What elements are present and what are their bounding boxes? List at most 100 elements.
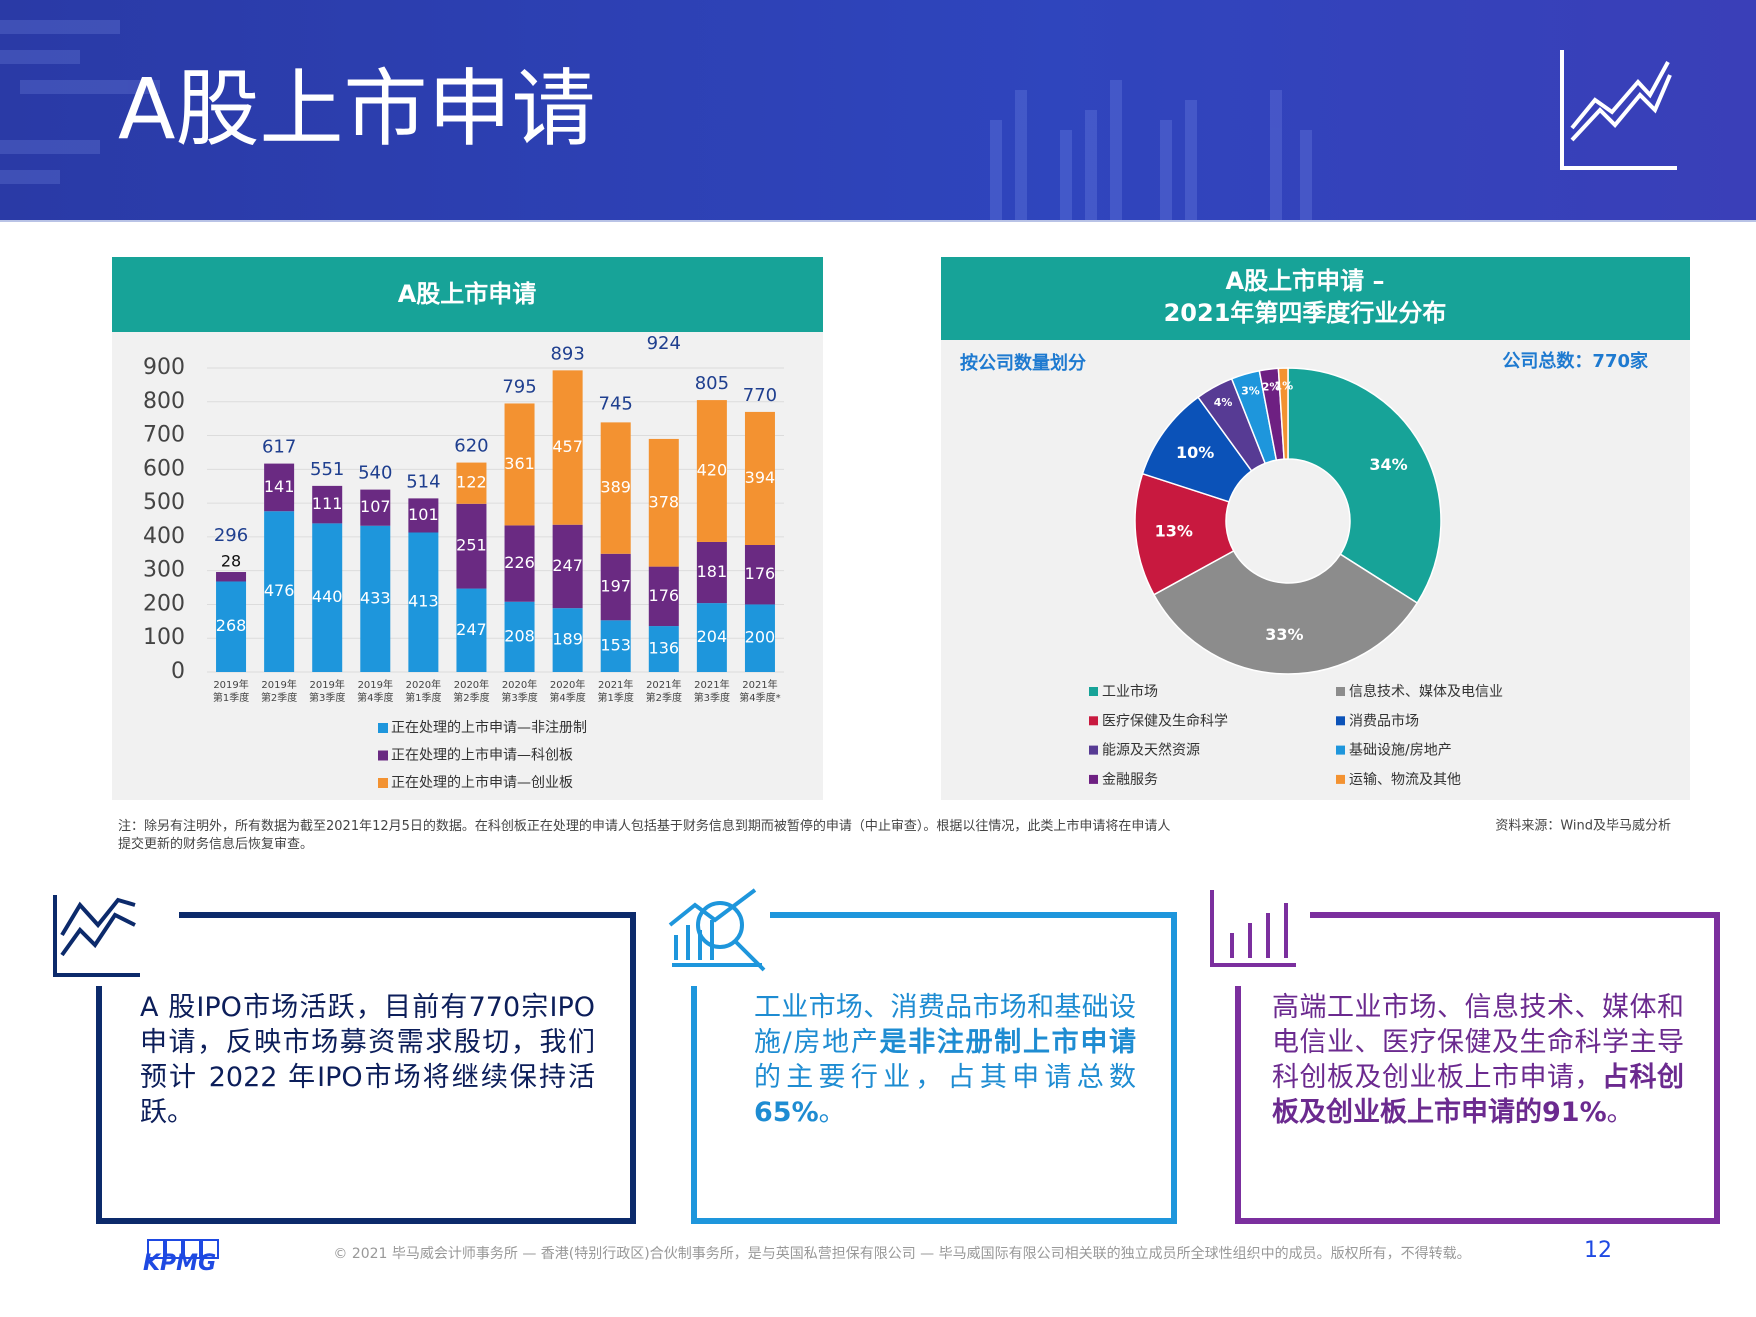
- text-run: 。: [1606, 1097, 1634, 1128]
- x-tick-label: 第4季度: [357, 691, 393, 704]
- data-label: 268: [216, 616, 247, 635]
- total-label: 617: [262, 437, 296, 458]
- legend-swatch: [1089, 774, 1098, 784]
- x-tick-label: 2020年: [454, 678, 489, 691]
- kpmg-logo: [147, 1239, 219, 1259]
- bar-segment: [552, 370, 583, 525]
- x-tick-label: 第2季度: [453, 691, 489, 704]
- x-tick-label: 2021年: [646, 678, 681, 691]
- source: 资料来源：Wind及毕马威分析: [1495, 819, 1671, 834]
- total-label: 770: [743, 385, 777, 406]
- data-label: 378: [649, 492, 680, 511]
- data-label: 136: [649, 639, 680, 658]
- legend-label: 医疗保健及生命科学: [1102, 712, 1228, 729]
- bar-segment: [696, 603, 727, 672]
- legend-swatch: [1089, 687, 1098, 696]
- data-label: 457: [552, 437, 583, 456]
- bar-segment: [552, 524, 583, 609]
- x-tick-label: 2020年: [406, 678, 441, 691]
- bar-segment: [744, 411, 775, 545]
- x-tick-label: 2021年: [598, 678, 633, 691]
- y-tick-label: 500: [143, 490, 185, 515]
- x-tick-label: 2020年: [502, 678, 537, 691]
- x-tick-label: 第2季度: [261, 691, 297, 704]
- legend-swatch: [1089, 716, 1098, 726]
- legend-label: 正在处理的上市申请—非注册制: [391, 719, 587, 736]
- total-label: 551: [310, 459, 344, 480]
- y-tick-label: 900: [143, 355, 185, 380]
- data-label: 197: [600, 577, 631, 596]
- data-label: 176: [745, 564, 776, 583]
- text-run: 占科创板及创业板上市申请的91%: [1272, 1062, 1684, 1128]
- total-label: 620: [454, 436, 488, 457]
- bar-segment: [600, 553, 631, 621]
- data-label: 101: [408, 505, 439, 524]
- data-label: 122: [456, 473, 487, 492]
- data-label: 389: [600, 478, 631, 497]
- bar-segment: [408, 498, 439, 533]
- legend-swatch: [378, 723, 388, 733]
- legend-swatch: [1336, 745, 1345, 755]
- page-title: A股上市申请: [118, 60, 595, 158]
- data-label: 361: [504, 454, 535, 473]
- bar-segment: [648, 438, 679, 567]
- data-label: 141: [264, 477, 295, 496]
- text-run: 是非注册制上市申请: [879, 1027, 1137, 1058]
- header-decor: [0, 20, 1312, 220]
- data-label: 413: [408, 592, 439, 611]
- text-run: 。: [818, 1097, 846, 1128]
- legend-swatch: [1336, 687, 1345, 696]
- bar-segment: [696, 541, 727, 604]
- bar-segment: [696, 400, 727, 542]
- legend-swatch: [1336, 774, 1345, 784]
- chart-header: [941, 257, 1690, 340]
- box-icon: [1210, 890, 1296, 967]
- text-run: 工业市场、消费品市场和基础设施/房地产: [754, 992, 1136, 1058]
- box-frame: [1235, 912, 1720, 1224]
- total-label: 924: [647, 333, 681, 354]
- data-label: 4%: [1214, 396, 1233, 409]
- y-tick-label: 0: [171, 659, 185, 684]
- legend-label: 能源及天然资源: [1102, 742, 1200, 759]
- data-label: 2%: [1262, 380, 1281, 393]
- total-label: 805: [695, 373, 729, 394]
- box-text: A 股IPO市场活跃，目前有770宗IPO申请，反映市场募资需求殷切，我们预计 …: [140, 990, 595, 1130]
- bar-segment: [456, 588, 487, 672]
- x-tick-label: 第1季度: [598, 691, 634, 704]
- total-label: 795: [502, 376, 536, 397]
- bar-segment: [360, 489, 391, 526]
- text-run: 的主要行业，占其申请总数: [754, 1062, 1136, 1093]
- x-tick-label: 第3季度: [694, 691, 730, 704]
- y-tick-label: 400: [143, 524, 185, 549]
- data-label: 200: [745, 628, 776, 647]
- note: 注：除另有注明外，所有数据为截至2021年12月5日的数据。在科创板正在处理的申…: [118, 818, 1170, 852]
- bar-segment: [216, 572, 247, 582]
- chart-title: 2021年第四季度行业分布: [1164, 299, 1447, 327]
- y-tick-label: 100: [143, 625, 185, 650]
- data-label: 176: [649, 586, 680, 605]
- bar-segment: [456, 462, 487, 504]
- text-run: 高端工业市场、信息技术、媒体和电信业、医疗保健及生命科学主导科创板及创业板上市申…: [1272, 992, 1684, 1093]
- copyright: © 2021 毕马威会计师事务所 — 香港(特别行政区)合伙制事务所，是与英国私…: [333, 1245, 1470, 1262]
- text-run: 65%: [754, 1097, 819, 1128]
- x-tick-label: 第4季度: [549, 691, 585, 704]
- y-tick-label: 700: [143, 423, 185, 448]
- legend-label: 消费品市场: [1349, 712, 1419, 729]
- chart-header: [112, 257, 823, 332]
- legend-swatch: [1336, 716, 1345, 726]
- data-label: 433: [360, 588, 391, 607]
- x-tick-label: 第3季度: [309, 691, 345, 704]
- data-label: 33%: [1265, 625, 1303, 644]
- data-label: 189: [552, 630, 583, 649]
- legend-label: 正在处理的上市申请—创业板: [391, 774, 573, 791]
- chart-subtitle: 按公司数量划分: [960, 352, 1086, 374]
- legend-label: 基础设施/房地产: [1349, 742, 1452, 759]
- bar-segment: [408, 532, 439, 672]
- bar-segment: [504, 403, 535, 526]
- bar-segment: [264, 463, 295, 512]
- chart-panel: [941, 257, 1690, 800]
- legend-swatch: [1089, 745, 1098, 755]
- y-tick-label: 800: [143, 389, 185, 414]
- y-tick-label: 300: [143, 558, 185, 583]
